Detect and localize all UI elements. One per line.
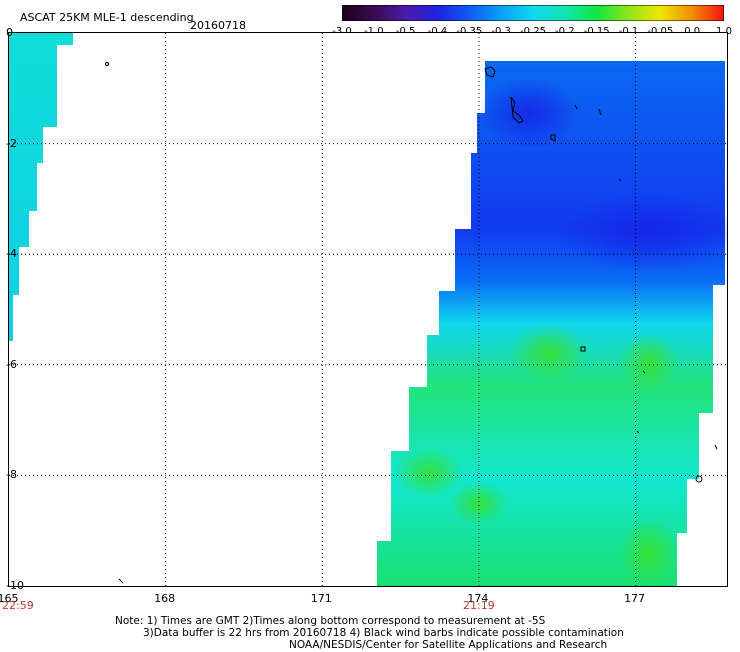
colorbar-tick-label: -0.25 — [520, 26, 546, 37]
colorbar — [342, 5, 724, 21]
island-outlines — [105, 62, 718, 584]
swath-green-area — [509, 323, 589, 383]
colorbar-gradient — [342, 5, 724, 21]
colorbar-tick-label: -0.2 — [555, 26, 575, 37]
latitude-tick-label: -10 — [6, 579, 24, 592]
note-line-2: 3)Data buffer is 22 hrs from 20160718 4)… — [143, 627, 624, 639]
swath-deep-blue-area-2 — [479, 78, 579, 148]
swath-time-label: 21:19 — [463, 599, 495, 612]
longitude-tick-label: 165 — [0, 592, 19, 605]
swath-deep-blue-area — [559, 193, 727, 273]
colorbar-tick-label: 0.0 — [684, 26, 700, 37]
longitude-tick-label: 177 — [624, 592, 646, 605]
latitude-tick-label: -2 — [6, 136, 17, 150]
note-line-1: Note: 1) Times are GMT 2)Times along bot… — [115, 615, 546, 627]
map-panel — [8, 32, 728, 587]
swath-green-area-4 — [619, 518, 679, 586]
wind-swath — [9, 33, 727, 586]
note-line-3: NOAA/NESDIS/Center for Satellite Applica… — [289, 639, 608, 651]
colorbar-tick-label: -0.35 — [456, 26, 482, 37]
latitude-tick-label: 0 — [6, 26, 13, 39]
swath-left-strip — [9, 33, 73, 341]
product-date: 20160718 — [190, 19, 246, 32]
colorbar-tick-label: -0.1 — [619, 26, 639, 37]
colorbar-tick-label: -3.0 — [332, 26, 352, 37]
latitude-tick-label: -8 — [6, 468, 17, 482]
latitude-tick-label: -4 — [6, 247, 17, 261]
colorbar-tick-label: -0.3 — [491, 26, 511, 37]
longitude-tick-label: 174 — [467, 592, 489, 605]
longitude-tick-label: 171 — [310, 592, 332, 605]
latitude-tick-label: -6 — [6, 357, 17, 371]
swath-green-area-5 — [449, 481, 509, 525]
colorbar-tick-label: 1.0 — [716, 26, 732, 37]
colorbar-tick-label: -0.05 — [647, 26, 673, 37]
colorbar-tick-label: -1.0 — [364, 26, 384, 37]
colorbar-tick-label: -0.4 — [428, 26, 448, 37]
colorbar-tick-label: -0.15 — [584, 26, 610, 37]
swath-green-area-3 — [394, 448, 464, 498]
start-time-label: 22:59 — [2, 599, 34, 612]
colorbar-tick-label: -0.5 — [396, 26, 416, 37]
colorbar-rect — [342, 5, 724, 21]
product-title: ASCAT 25KM MLE-1 descending — [20, 11, 194, 24]
swath-green-area-2 — [619, 333, 679, 393]
graticule — [9, 33, 727, 586]
longitude-tick-label: 168 — [154, 592, 176, 605]
